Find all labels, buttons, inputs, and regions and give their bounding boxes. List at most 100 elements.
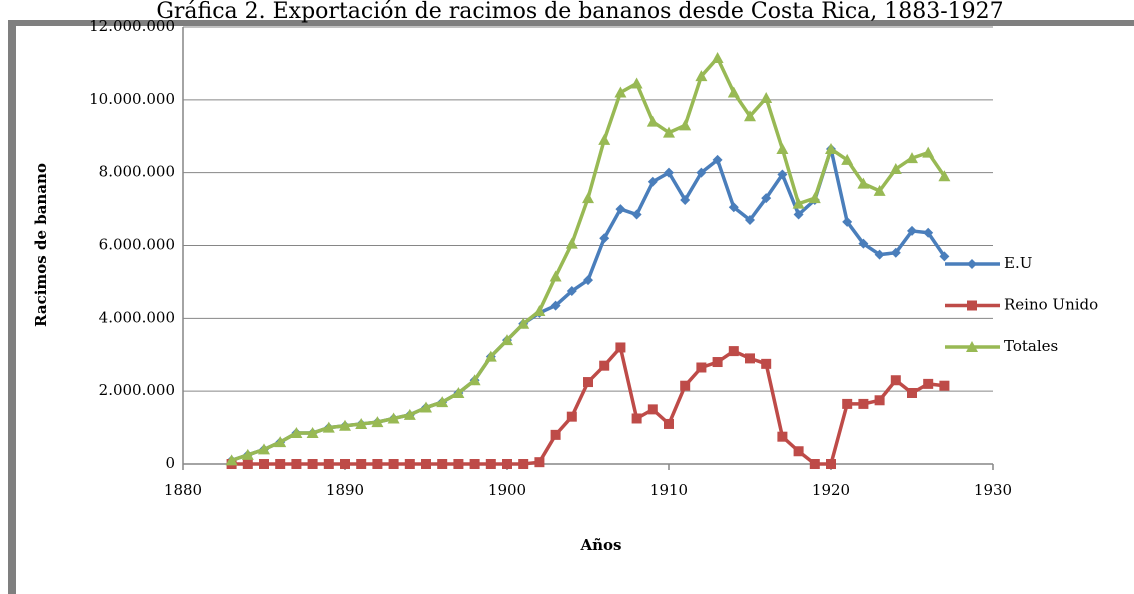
marker bbox=[534, 457, 545, 468]
marker bbox=[484, 350, 497, 362]
marker bbox=[711, 51, 724, 63]
y-tick-label: 0 bbox=[165, 454, 175, 472]
x-tick-label: 1880 bbox=[164, 481, 202, 499]
marker bbox=[615, 204, 626, 215]
marker bbox=[275, 459, 286, 469]
marker bbox=[745, 215, 755, 226]
marker bbox=[793, 209, 804, 220]
marker bbox=[873, 184, 886, 196]
marker bbox=[967, 259, 977, 269]
marker bbox=[290, 427, 303, 439]
marker bbox=[615, 342, 626, 353]
marker bbox=[777, 169, 788, 180]
marker bbox=[889, 163, 902, 175]
marker bbox=[663, 126, 675, 138]
marker bbox=[857, 177, 870, 189]
marker bbox=[826, 459, 836, 469]
marker bbox=[306, 427, 319, 439]
marker bbox=[631, 413, 642, 424]
marker bbox=[242, 459, 253, 469]
marker bbox=[517, 317, 530, 329]
marker bbox=[258, 443, 270, 455]
marker bbox=[533, 305, 546, 317]
marker bbox=[825, 142, 837, 154]
series-line bbox=[231, 56, 946, 463]
marker bbox=[776, 142, 789, 154]
x-tick-label: 1910 bbox=[650, 481, 688, 499]
marker bbox=[322, 421, 335, 433]
marker bbox=[939, 251, 950, 262]
marker bbox=[565, 237, 578, 249]
marker bbox=[371, 416, 384, 428]
marker bbox=[485, 459, 496, 469]
y-tick-label: 12.000.000 bbox=[89, 17, 175, 35]
marker bbox=[664, 418, 674, 429]
marker bbox=[923, 227, 934, 238]
marker bbox=[923, 378, 934, 389]
marker bbox=[647, 176, 658, 187]
legend-label: Totales bbox=[1004, 337, 1058, 355]
marker bbox=[696, 167, 707, 178]
marker bbox=[696, 362, 707, 373]
marker bbox=[274, 436, 287, 448]
marker bbox=[452, 386, 465, 398]
marker bbox=[761, 358, 772, 369]
marker bbox=[549, 270, 562, 282]
marker bbox=[291, 459, 302, 469]
marker bbox=[502, 459, 512, 469]
y-tick-label: 4.000.000 bbox=[99, 308, 175, 326]
marker bbox=[599, 233, 610, 244]
marker bbox=[583, 275, 593, 286]
marker bbox=[468, 374, 481, 386]
marker bbox=[436, 396, 449, 408]
x-tick-label: 1890 bbox=[326, 481, 364, 499]
marker bbox=[646, 115, 659, 127]
marker bbox=[907, 225, 917, 236]
marker bbox=[728, 346, 739, 357]
marker bbox=[679, 119, 692, 131]
marker bbox=[939, 380, 950, 391]
marker bbox=[339, 419, 351, 431]
marker bbox=[340, 459, 350, 469]
marker bbox=[387, 412, 400, 424]
marker bbox=[858, 398, 869, 409]
marker bbox=[760, 92, 773, 104]
marker bbox=[809, 459, 820, 469]
marker bbox=[744, 110, 756, 122]
y-axis-label: Racimos de banano bbox=[32, 163, 50, 327]
marker bbox=[403, 408, 416, 420]
marker bbox=[259, 459, 269, 469]
marker bbox=[966, 341, 978, 352]
marker bbox=[841, 153, 854, 165]
marker bbox=[874, 249, 885, 260]
marker bbox=[858, 238, 869, 249]
marker bbox=[890, 247, 901, 258]
marker bbox=[420, 401, 432, 413]
marker bbox=[437, 459, 448, 469]
marker bbox=[967, 300, 977, 311]
y-tick-label: 6.000.000 bbox=[99, 236, 175, 254]
marker bbox=[566, 411, 577, 422]
legend-label: Reino Unido bbox=[1004, 296, 1098, 314]
marker bbox=[550, 300, 561, 311]
marker bbox=[421, 459, 431, 469]
marker bbox=[890, 375, 901, 386]
x-tick-label: 1930 bbox=[974, 481, 1012, 499]
marker bbox=[907, 387, 917, 398]
legend-label: E.U bbox=[1004, 254, 1032, 272]
marker bbox=[727, 86, 740, 98]
series-line bbox=[231, 345, 945, 466]
marker bbox=[355, 417, 368, 429]
marker bbox=[225, 454, 238, 466]
marker bbox=[793, 446, 804, 457]
marker bbox=[647, 404, 658, 415]
marker bbox=[664, 167, 674, 178]
marker bbox=[680, 380, 691, 391]
marker bbox=[695, 70, 708, 82]
marker bbox=[453, 459, 464, 469]
y-tick-label: 10.000.000 bbox=[89, 90, 175, 108]
marker bbox=[356, 459, 367, 469]
marker bbox=[614, 86, 627, 98]
x-tick-label: 1900 bbox=[488, 481, 526, 499]
